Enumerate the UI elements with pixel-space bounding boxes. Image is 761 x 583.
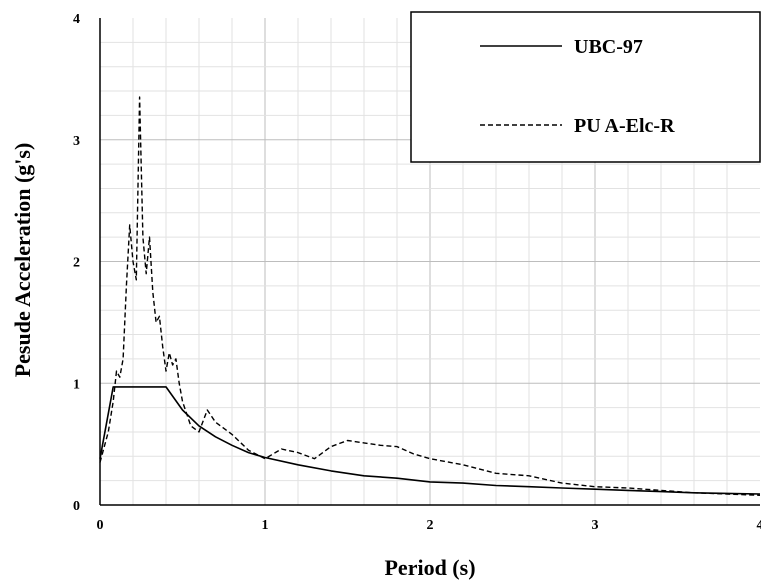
y-tick-label: 2 <box>73 256 80 271</box>
legend: UBC-97 PU A-Elc-R <box>410 11 761 163</box>
x-tick-label: 4 <box>757 518 761 533</box>
y-tick-label: 1 <box>73 377 80 392</box>
series-line-ubc97 <box>99 386 761 495</box>
x-tick-label: 2 <box>427 518 434 533</box>
series-layer <box>99 96 761 496</box>
series-line-pu-a-elc-r <box>99 96 761 496</box>
legend-box <box>410 11 761 163</box>
axes <box>99 18 760 506</box>
x-tick-label: 0 <box>97 518 104 533</box>
tick-labels: 0 1 2 3 4 0 1 2 3 4 <box>73 12 761 533</box>
legend-label-ubc97: UBC-97 <box>574 36 643 58</box>
x-axis-label: Period (s) <box>384 555 475 580</box>
legend-label-pu-a-elc-r: PU A-Elc-R <box>574 115 675 137</box>
x-tick-label: 3 <box>592 518 599 533</box>
y-tick-label: 0 <box>73 499 80 514</box>
x-tick-label: 1 <box>262 518 269 533</box>
y-tick-label: 4 <box>73 12 80 27</box>
y-axis-label: Pesude Acceleration (g's) <box>10 143 35 378</box>
y-tick-label: 3 <box>73 134 80 149</box>
